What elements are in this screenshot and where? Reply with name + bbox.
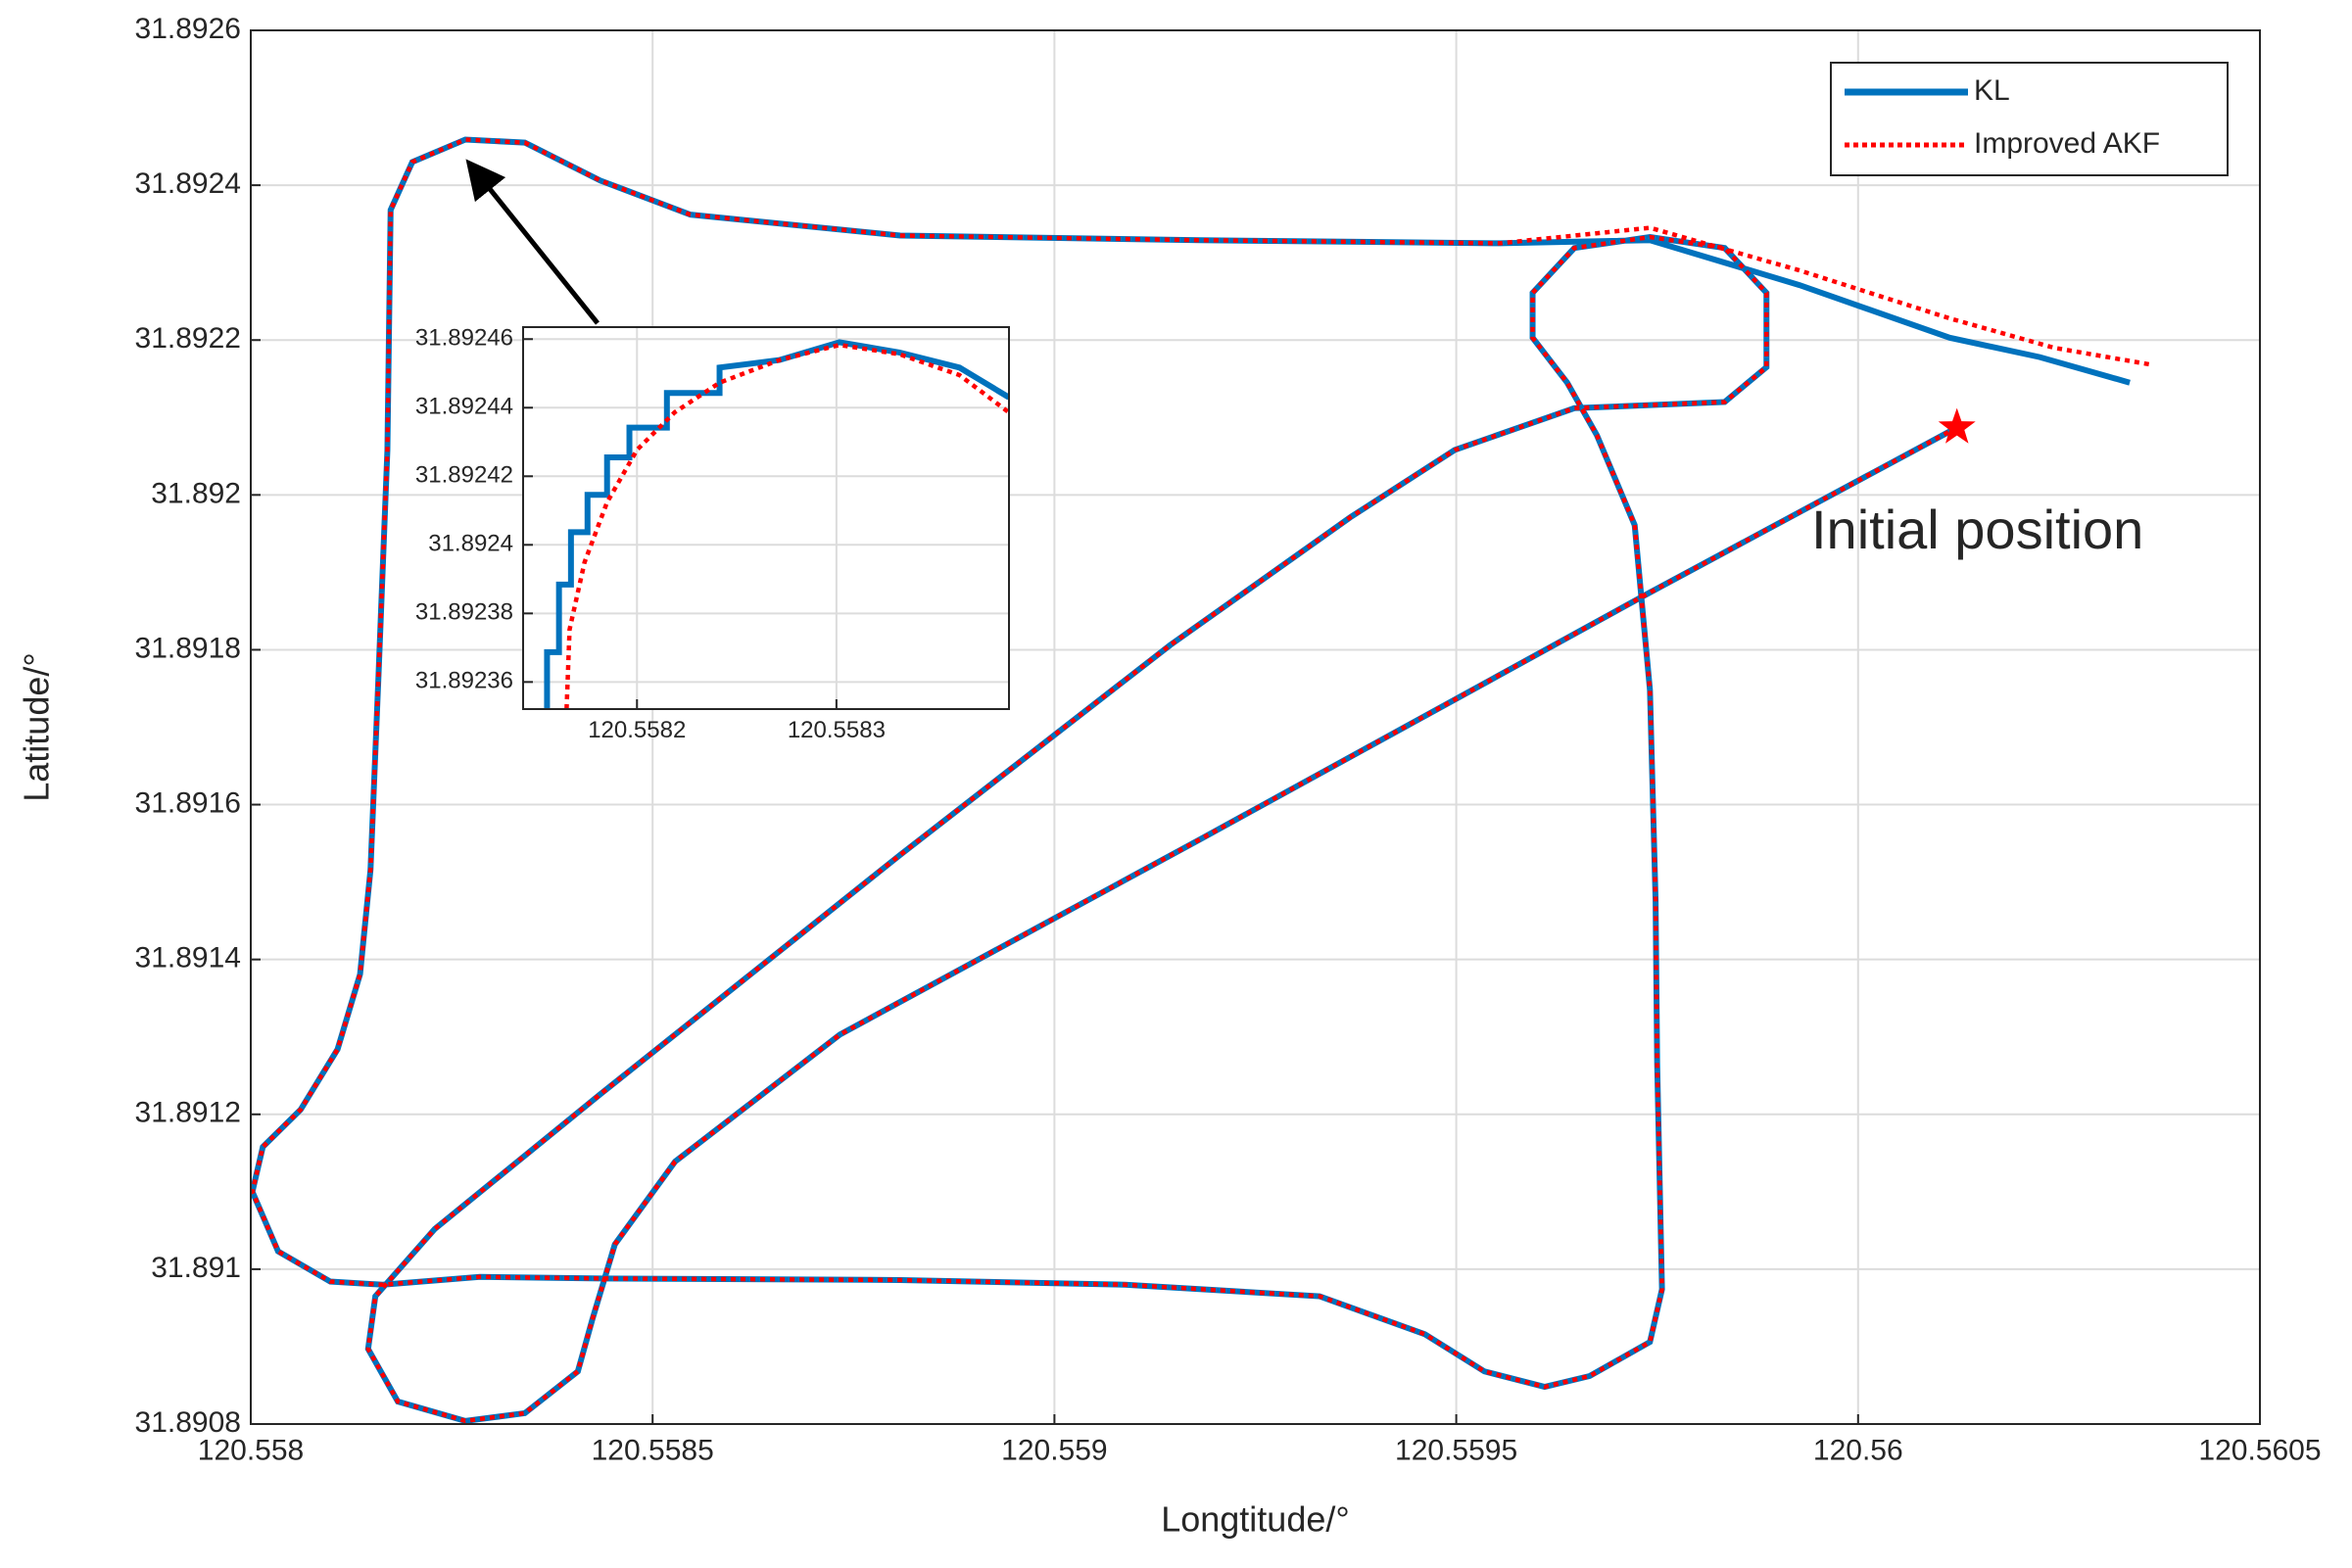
y-tick-label: 31.891 [151,1252,241,1284]
x-tick-label: 120.5585 [592,1434,714,1466]
y-tick-label: 31.892 [151,477,241,509]
y-tick-label: 31.8924 [135,167,241,200]
y-tick-label: 31.8926 [135,13,241,45]
annotation: Initial position [1811,499,2143,560]
data-line [544,339,1009,709]
y-tick-label: 31.8916 [135,786,241,819]
y-axis-label: Latitude/° [17,652,57,802]
x-tick-label: 120.5582 [588,717,686,743]
legend-label: KL [1974,74,2010,107]
legend-box [1830,62,2229,176]
zoom-arrow [465,159,600,325]
y-tick-label: 31.8912 [135,1097,241,1129]
y-tick-label: 31.8914 [135,942,241,974]
plot-area [251,30,2260,1424]
x-tick-label: 120.5583 [788,717,886,743]
data-line [564,342,1009,709]
x-tick-label: 120.559 [1001,1434,1107,1466]
axes-box [250,29,2261,1425]
x-axis-label: Longtitude/° [1161,1499,1350,1540]
x-tick-label: 120.558 [198,1434,304,1466]
y-tick-label: 31.8918 [135,632,241,664]
y-tick-label: 31.8924 [428,531,513,557]
y-tick-label: 31.8908 [135,1406,241,1439]
y-tick-label: 31.89238 [415,599,513,626]
y-tick-label: 31.89244 [415,394,513,420]
axes-box [522,326,1010,710]
y-tick-label: 31.8922 [135,322,241,355]
x-tick-label: 120.56 [1813,1434,1903,1466]
x-tick-label: 120.5595 [1395,1434,1517,1466]
legend-label: Improved AKF [1974,127,2160,160]
y-tick-label: 31.89242 [415,462,513,489]
y-tick-label: 31.89246 [415,325,513,352]
y-tick-label: 31.89236 [415,668,513,694]
start-marker [1938,407,1976,444]
x-tick-label: 120.5605 [2198,1434,2321,1466]
data-line [251,137,2153,1424]
plot-area [523,327,1009,709]
